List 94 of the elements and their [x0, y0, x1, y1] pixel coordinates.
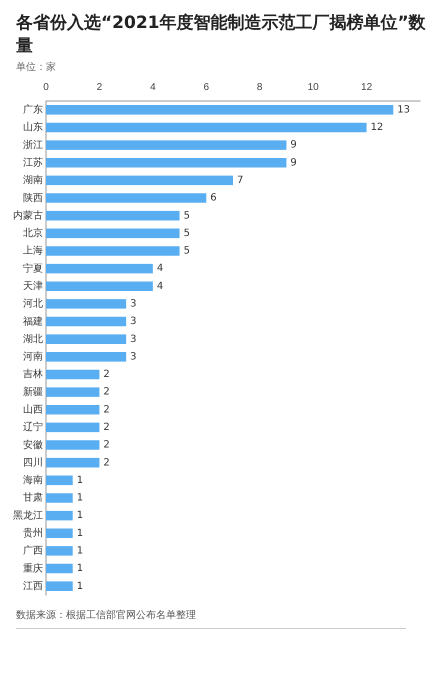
y-tick-label: 山西	[23, 404, 43, 416]
bar	[46, 387, 100, 397]
y-tick-label: 吉林	[23, 368, 43, 380]
x-tick-label: 2	[96, 82, 103, 93]
bar	[46, 122, 367, 132]
data-label: 5	[184, 228, 190, 239]
y-tick-label: 陕西	[23, 192, 43, 204]
y-tick-label: 四川	[23, 456, 43, 468]
bar	[46, 299, 126, 309]
x-tick-label: 8	[256, 82, 263, 93]
bar	[46, 510, 73, 520]
y-tick-label: 山东	[23, 121, 43, 134]
data-label: 1	[76, 492, 84, 504]
x-tick-label: 10	[308, 82, 320, 93]
data-label: 2	[103, 422, 110, 433]
bar	[46, 210, 180, 220]
y-tick-label: 辽宁	[23, 421, 43, 434]
chart-subtitle: 单位：家	[16, 60, 57, 74]
data-label: 9	[290, 140, 297, 151]
y-tick-label: 湖北	[23, 332, 43, 345]
data-label: 3	[130, 298, 137, 310]
data-label: 2	[103, 457, 110, 468]
data-label: 1	[76, 545, 84, 556]
data-label: 1	[76, 580, 84, 592]
bar	[46, 493, 73, 503]
data-label: 1	[76, 510, 84, 522]
y-tick-label: 黑龙江	[13, 509, 43, 522]
chart-title: 各省份入选“2021年度智能制造示范工厂揭榜单位”数量	[16, 12, 427, 58]
data-label: 3	[130, 316, 137, 328]
bar	[46, 564, 73, 574]
y-tick-label: 广东	[23, 104, 43, 116]
data-label: 9	[290, 157, 297, 168]
bar	[46, 264, 153, 274]
y-tick-label: 贵州	[23, 527, 43, 539]
data-label: 7	[237, 174, 244, 186]
bar	[46, 352, 126, 362]
bar	[46, 334, 126, 344]
data-label: 6	[210, 192, 217, 204]
bar	[46, 281, 153, 292]
x-tick-label: 6	[204, 82, 210, 93]
data-label: 4	[156, 280, 164, 292]
data-label: 3	[130, 334, 137, 345]
x-tick-label: 12	[361, 82, 373, 93]
data-label: 1	[76, 528, 84, 539]
data-label: 3	[130, 351, 137, 362]
bar	[46, 105, 394, 115]
data-label: 2	[103, 440, 110, 451]
y-tick-label: 广西	[23, 544, 43, 557]
bar	[46, 193, 206, 203]
data-label: 13	[397, 104, 410, 116]
source-note: 数据来源：根据工信部官网公布名单整理	[16, 608, 406, 629]
bar	[46, 176, 233, 186]
y-tick-label: 天津	[23, 280, 43, 292]
y-tick-label: 浙江	[23, 138, 43, 151]
data-label: 5	[184, 246, 190, 257]
x-tick-label: 4	[150, 82, 156, 93]
bar	[46, 476, 73, 486]
bar	[46, 422, 100, 432]
y-tick-label: 甘肃	[23, 492, 43, 504]
data-label: 2	[103, 369, 110, 380]
bar	[46, 158, 286, 168]
data-label: 1	[76, 563, 84, 574]
bar	[46, 246, 180, 256]
y-tick-label: 上海	[23, 244, 43, 257]
data-label: 2	[103, 404, 110, 416]
y-tick-label: 重庆	[23, 562, 43, 574]
bar	[46, 458, 100, 468]
bar	[46, 140, 286, 150]
y-tick-label: 河南	[23, 350, 43, 363]
y-tick-label: 海南	[23, 474, 43, 486]
y-tick-label: 福建	[23, 315, 43, 328]
y-tick-label: 宁夏	[23, 262, 43, 274]
bar	[46, 404, 100, 415]
y-tick-label: 江西	[23, 580, 43, 592]
y-tick-label: 新疆	[23, 386, 43, 398]
data-label: 5	[184, 210, 190, 222]
bar	[46, 528, 73, 538]
bar	[46, 581, 73, 591]
data-label: 2	[103, 386, 110, 398]
y-tick-label: 湖南	[23, 174, 43, 186]
bar	[46, 228, 180, 238]
bar	[46, 370, 100, 380]
data-label: 4	[156, 263, 164, 274]
data-label: 1	[76, 474, 84, 486]
bar	[46, 546, 73, 556]
bar	[46, 440, 100, 450]
y-tick-label: 内蒙古	[13, 209, 43, 222]
y-tick-label: 安徽	[23, 438, 43, 451]
x-tick-label: 0	[43, 82, 50, 93]
y-tick-label: 北京	[23, 227, 43, 240]
data-label: 12	[370, 122, 384, 134]
y-tick-label: 江苏	[23, 156, 43, 168]
y-tick-label: 河北	[23, 298, 43, 310]
bar	[46, 316, 126, 326]
